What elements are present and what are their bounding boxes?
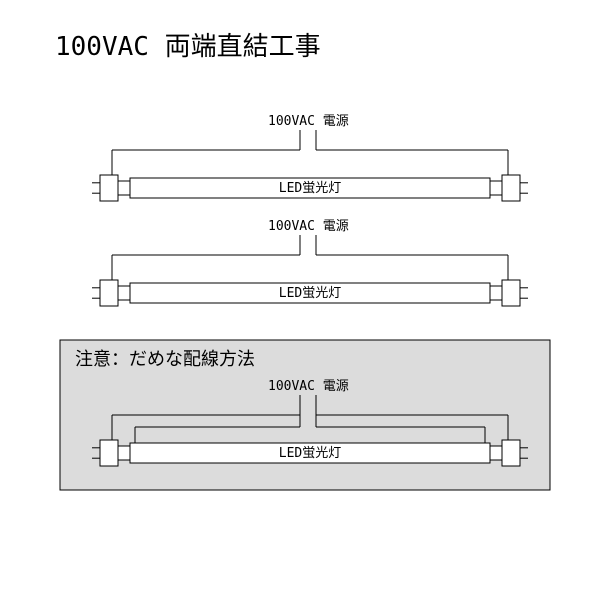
power-label: 100VAC 電源 xyxy=(268,219,349,234)
tube-endcap-left xyxy=(100,440,118,466)
tube-label: LED蛍光灯 xyxy=(279,181,341,196)
tube-label: LED蛍光灯 xyxy=(279,286,341,301)
tube-endcap-left xyxy=(100,175,118,201)
caution-label: 注意：だめな配線方法 xyxy=(75,349,255,370)
tube-endcap-right xyxy=(502,175,520,201)
power-label: 100VAC 電源 xyxy=(268,379,349,394)
tube-endcap-right xyxy=(502,440,520,466)
tube-endcap-right xyxy=(502,280,520,306)
diagram-title: 100VAC 両端直結工事 xyxy=(55,32,321,62)
power-label: 100VAC 電源 xyxy=(268,114,349,129)
tube-endcap-left xyxy=(100,280,118,306)
tube-label: LED蛍光灯 xyxy=(279,446,341,461)
wiring-diagram-canvas: 100VAC 両端直結工事注意：だめな配線方法 100VAC 電源 LED蛍光灯 10… xyxy=(0,0,600,600)
